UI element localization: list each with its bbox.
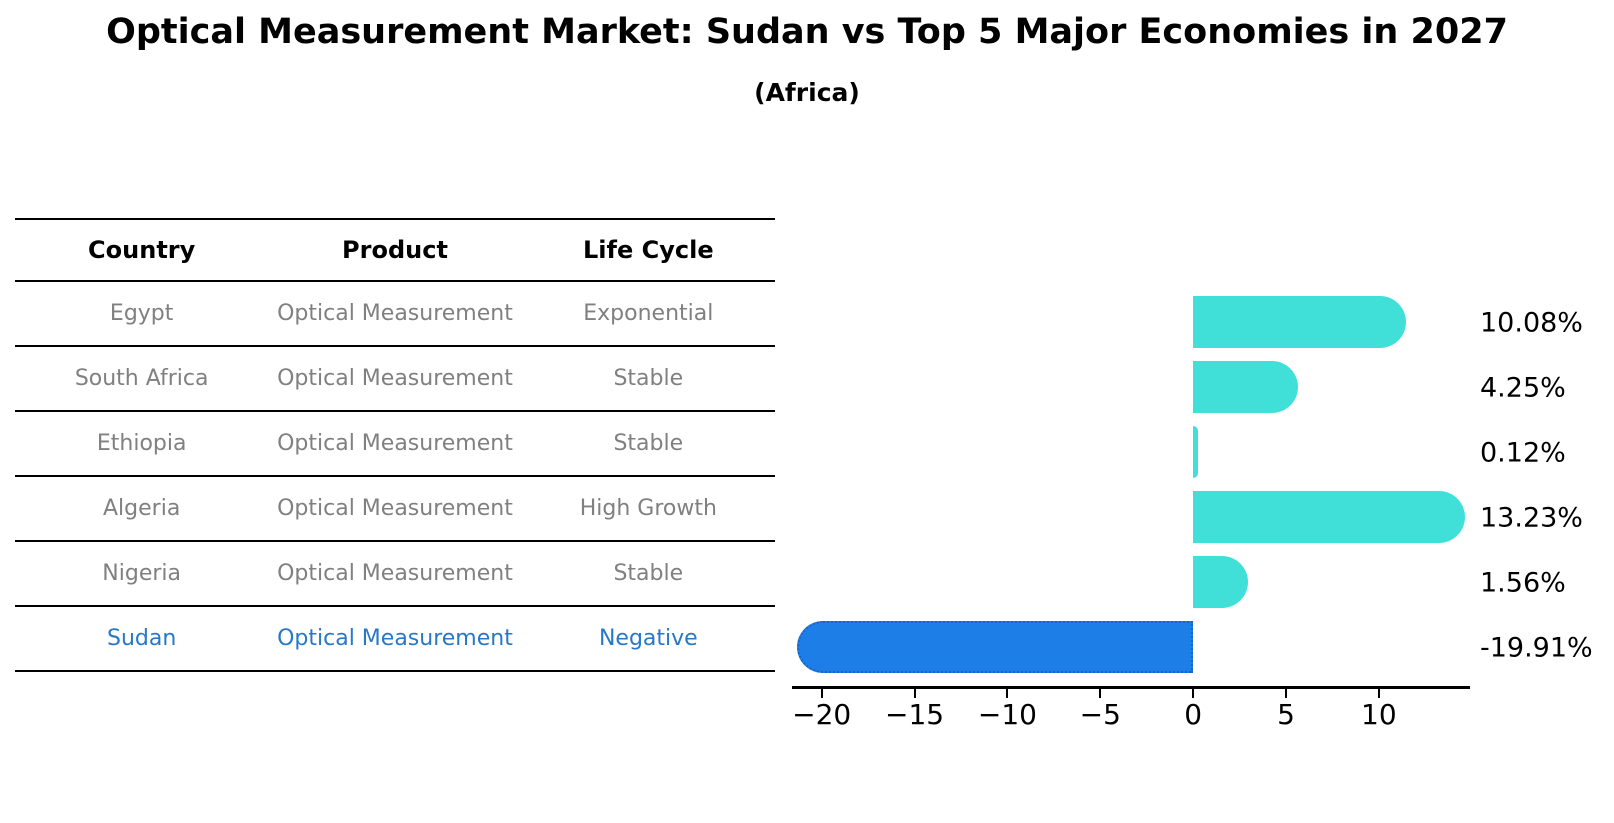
bar-algeria bbox=[1193, 491, 1465, 543]
table-cell-product: Optical Measurement bbox=[277, 431, 513, 456]
table-cell-country: Sudan bbox=[107, 626, 177, 651]
table-row: Sudan Optical Measurement Negative bbox=[15, 607, 775, 672]
table-body: Egypt Optical Measurement Exponential South… bbox=[15, 282, 775, 672]
table-cell-country: Egypt bbox=[109, 301, 174, 326]
x-tick bbox=[1285, 689, 1287, 698]
bar-row-sudan bbox=[792, 615, 1468, 680]
table-cell-product: Optical Measurement bbox=[277, 561, 513, 586]
bar-chart: −20 −15 −10 −5 0 5 10 10.08% 4.25% 0.12% 13.23% 1.… bbox=[775, 0, 1614, 823]
table-row: Egypt Optical Measurement Exponential bbox=[15, 282, 775, 347]
x-tick-label: 0 bbox=[1184, 698, 1203, 731]
bar-value-label: 0.12% bbox=[1480, 437, 1566, 468]
x-tick-label: −10 bbox=[977, 698, 1037, 731]
table-cell-life-cycle: Exponential bbox=[583, 301, 714, 326]
bar-sudan bbox=[797, 621, 1194, 673]
x-tick-label: 10 bbox=[1361, 698, 1397, 731]
bar-row-ethiopia bbox=[792, 420, 1468, 485]
x-tick bbox=[1377, 689, 1380, 698]
bar-row-nigeria bbox=[792, 550, 1468, 615]
x-tick-label: −15 bbox=[885, 698, 945, 731]
table-row: Nigeria Optical Measurement Stable bbox=[15, 542, 775, 607]
bar-value-label: 10.08% bbox=[1480, 307, 1583, 338]
table-cell-life-cycle: Negative bbox=[598, 626, 698, 651]
bar-value-label: -19.91% bbox=[1480, 632, 1593, 663]
bar-egypt bbox=[1193, 296, 1407, 348]
x-tick bbox=[820, 689, 823, 698]
bar-south-africa bbox=[1193, 361, 1299, 413]
x-tick-label: −5 bbox=[1079, 698, 1121, 731]
table-cell-country: Ethiopia bbox=[96, 431, 187, 456]
table-cell-country: Algeria bbox=[103, 496, 181, 521]
x-tick-label: −20 bbox=[792, 698, 852, 731]
chart-subtitle: (Africa) bbox=[754, 78, 860, 107]
x-tick bbox=[1006, 689, 1009, 698]
x-tick bbox=[913, 689, 916, 698]
column-header-product: Product bbox=[342, 236, 448, 264]
x-tick-label: 5 bbox=[1277, 698, 1295, 731]
table-cell-product: Optical Measurement bbox=[277, 301, 513, 326]
table-cell-product: Optical Measurement bbox=[277, 626, 513, 651]
table-cell-country: South Africa bbox=[74, 366, 209, 391]
table-cell-life-cycle: Stable bbox=[613, 561, 684, 586]
table-cell-product: Optical Measurement bbox=[277, 496, 513, 521]
x-tick bbox=[1099, 689, 1102, 698]
bar-nigeria bbox=[1193, 556, 1249, 608]
bar-row-south-africa bbox=[792, 355, 1468, 420]
bar-value-label: 1.56% bbox=[1480, 567, 1566, 598]
chart-title: Optical Measurement Market: Sudan vs Top… bbox=[106, 12, 1508, 52]
bar-row-algeria bbox=[792, 485, 1468, 550]
table-cell-life-cycle: Stable bbox=[613, 366, 684, 391]
bar-value-label: 13.23% bbox=[1480, 502, 1583, 533]
column-header-country: Country bbox=[88, 236, 196, 264]
bar-row-egypt bbox=[792, 290, 1468, 355]
table-cell-country: Nigeria bbox=[102, 561, 182, 586]
table-row: Algeria Optical Measurement High Growth bbox=[15, 477, 775, 542]
table-row: Ethiopia Optical Measurement Stable bbox=[15, 412, 775, 477]
country-table: Country Product Life Cycle Egypt Optical … bbox=[15, 218, 775, 672]
x-axis-line bbox=[792, 686, 1470, 689]
bar-ethiopia bbox=[1193, 426, 1198, 478]
table-cell-life-cycle: Stable bbox=[613, 431, 684, 456]
column-header-life-cycle: Life Cycle bbox=[583, 236, 714, 264]
x-tick bbox=[1192, 689, 1195, 698]
table-cell-life-cycle: High Growth bbox=[579, 496, 717, 521]
table-row: South Africa Optical Measurement Stable bbox=[15, 347, 775, 412]
table-cell-product: Optical Measurement bbox=[277, 366, 513, 391]
plot-area bbox=[792, 290, 1468, 680]
table-header-row: Country Product Life Cycle bbox=[15, 218, 775, 282]
bar-value-label: 4.25% bbox=[1480, 372, 1566, 403]
